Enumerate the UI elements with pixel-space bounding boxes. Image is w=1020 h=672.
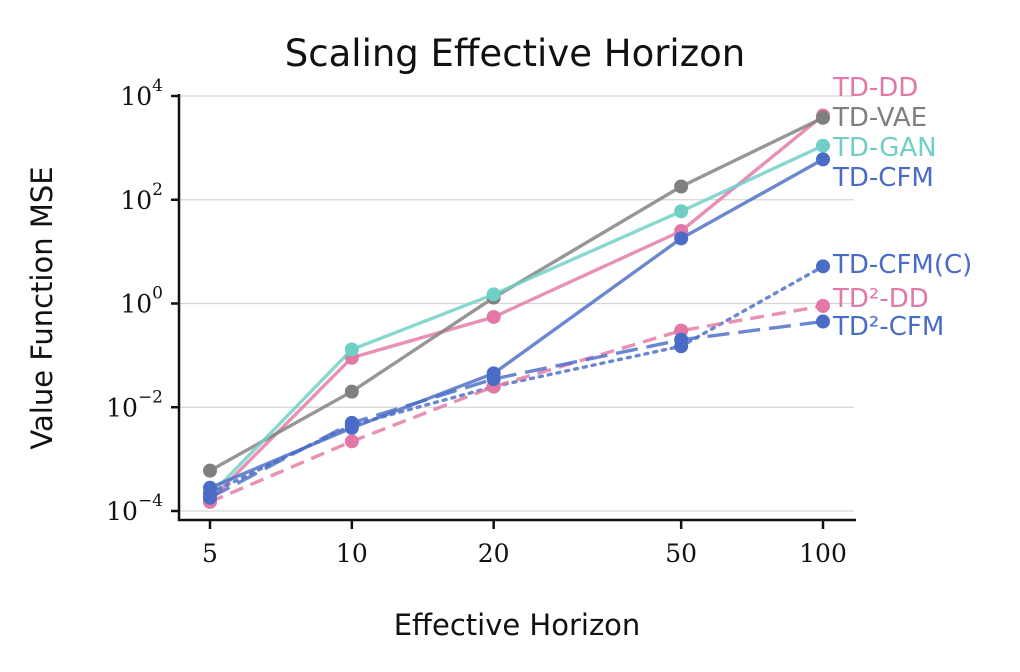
series-line	[208, 114, 825, 502]
data-point	[816, 298, 830, 313]
series-td-cfm	[203, 152, 830, 495]
y-tick-label: 10−4	[106, 491, 163, 526]
y-tick-label: 102	[120, 180, 163, 215]
series-label: TD²-CFM	[832, 312, 944, 342]
y-tick-label: 104	[120, 76, 163, 111]
data-point	[203, 463, 217, 478]
data-point	[344, 415, 359, 430]
data-point	[674, 332, 689, 347]
data-point	[344, 342, 359, 357]
x-tick-label: 10	[336, 539, 368, 568]
series-label: TD-VAE	[832, 103, 927, 133]
series-td-dd	[203, 108, 830, 508]
data-point	[674, 204, 689, 219]
data-point	[816, 152, 830, 167]
y-tick-label: 10−2	[106, 387, 163, 422]
data-point	[344, 384, 359, 399]
data-point	[816, 314, 830, 329]
series-td-cfm	[203, 314, 830, 505]
series-line	[209, 319, 824, 500]
data-point	[344, 434, 359, 449]
data-point	[486, 309, 501, 324]
series-label: TD-GAN	[832, 133, 937, 163]
series-label: TD-CFM	[832, 163, 934, 193]
series-line	[209, 116, 824, 473]
data-point	[486, 372, 501, 387]
series-line	[209, 304, 824, 504]
data-point	[203, 490, 217, 505]
y-ticks: 104 102 100 10−2 10−4	[106, 76, 179, 526]
data-point	[816, 259, 830, 274]
axes	[177, 94, 856, 522]
series-label: TD-DD	[832, 73, 918, 103]
x-tick-label: 50	[665, 539, 697, 568]
chart-title: Scaling Effective Horizon	[285, 32, 745, 75]
grid-lines	[179, 95, 854, 512]
series-label: TD-CFM(C)	[832, 250, 972, 280]
data-point	[816, 138, 830, 153]
series-layer	[203, 108, 830, 509]
series-label: TD²-DD	[832, 284, 929, 314]
y-axis-label: Value Function MSE	[25, 166, 59, 449]
series-td-gan	[203, 138, 830, 503]
series-td-vae	[203, 110, 830, 478]
x-ticks: 5 10 20 50 100	[202, 520, 847, 568]
data-point	[816, 110, 830, 125]
data-point	[674, 231, 689, 246]
data-point	[674, 179, 689, 194]
x-tick-label: 100	[799, 539, 847, 568]
x-axis-label: Effective Horizon	[394, 608, 641, 642]
x-tick-label: 20	[478, 539, 510, 568]
x-tick-label: 5	[202, 539, 218, 568]
data-point	[486, 287, 501, 302]
y-tick-label: 100	[120, 284, 163, 319]
